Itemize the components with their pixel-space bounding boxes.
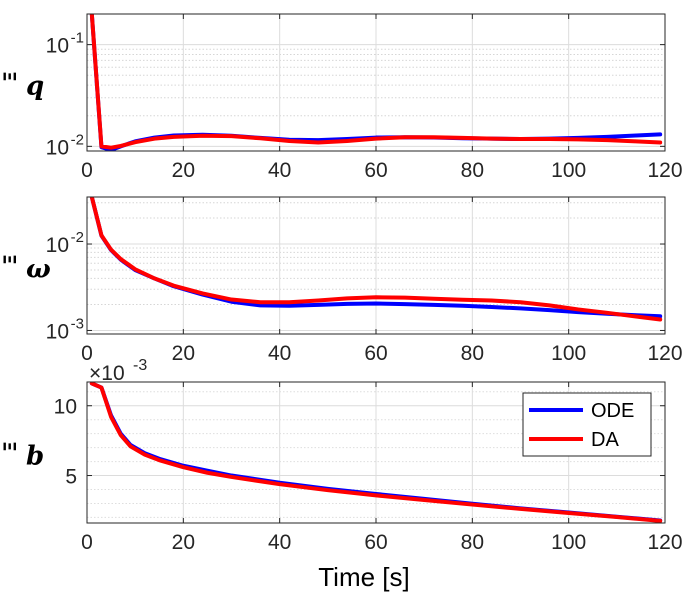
x-tick-label: 80 — [461, 342, 484, 365]
legend-label-ode: ODE — [591, 400, 634, 422]
y-tick-label: 10 — [46, 35, 69, 58]
x-tick-label: 120 — [647, 159, 682, 182]
x-tick-label: 100 — [551, 342, 586, 365]
y-axis-subscript: b — [26, 442, 44, 472]
series-group — [89, 14, 663, 151]
x-tick-label: 0 — [81, 159, 93, 182]
y-tick-base: 10 — [46, 136, 69, 159]
x-tick-label: 120 — [647, 342, 682, 365]
y-axis-subscript: q — [26, 72, 44, 102]
y-axis-subscript: ω — [26, 255, 51, 285]
x-tick-label: 60 — [364, 531, 387, 554]
y-axis-symbol: Ξ — [1, 254, 21, 265]
x-tick-label: 0 — [81, 342, 93, 365]
x-tick-label: 40 — [268, 531, 291, 554]
x-tick-label: 80 — [461, 531, 484, 554]
x-tick-label: 20 — [172, 159, 195, 182]
x-axis-label: Time [s] — [318, 562, 409, 592]
axis-exponent-base: ×10 — [89, 362, 125, 385]
y-axis-symbol: Ξ — [1, 441, 21, 452]
y-tick-label: 10 — [46, 320, 69, 343]
x-tick-label: 100 — [551, 159, 586, 182]
y-tick-base: 10 — [46, 234, 69, 257]
y-tick-exponent: -3 — [71, 315, 84, 332]
x-tick-label: 20 — [172, 342, 195, 365]
series-line-da — [89, 14, 663, 150]
x-tick-label: 80 — [461, 159, 484, 182]
x-tick-label: 40 — [268, 342, 291, 365]
x-tick-label: 40 — [268, 159, 291, 182]
legend-label-da: DA — [591, 429, 619, 451]
y-tick-exponent: -2 — [71, 131, 84, 148]
y-tick-label: 10 — [54, 396, 77, 419]
y-tick-base: 10 — [46, 35, 69, 58]
y-tick-label: 10 — [46, 234, 69, 257]
axis-exponent-power: -3 — [133, 357, 147, 374]
x-tick-label: 60 — [364, 342, 387, 365]
panel-b: 0 20 40 60 80 100 120 5 10 Ξ b ×10 -3 Time [s] ODE DA — [1, 357, 683, 592]
series-line-da — [89, 382, 663, 523]
series-line-da — [89, 197, 663, 322]
x-tick-label: 60 — [364, 159, 387, 182]
y-axis-symbol: Ξ — [1, 71, 21, 82]
series-group — [89, 197, 663, 322]
legend: ODE DA — [522, 392, 652, 457]
y-tick-base: 10 — [46, 320, 69, 343]
y-tick-exponent: -1 — [71, 30, 84, 47]
y-tick-label: 5 — [65, 466, 77, 489]
y-tick-label: 10 — [46, 136, 69, 159]
x-tick-label: 100 — [551, 531, 586, 554]
x-tick-label: 20 — [172, 531, 195, 554]
x-tick-label: 120 — [647, 531, 682, 554]
series-group — [89, 382, 663, 523]
x-tick-label: 0 — [81, 531, 93, 554]
legend-box — [522, 392, 652, 457]
y-tick-exponent: -2 — [71, 229, 84, 246]
